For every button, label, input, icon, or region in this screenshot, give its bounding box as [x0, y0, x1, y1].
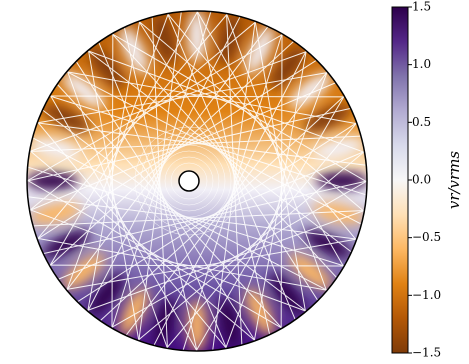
- ray-path: [111, 11, 212, 329]
- ray-path: [27, 107, 351, 182]
- ray-path: [125, 71, 328, 336]
- field-blob: [62, 72, 105, 109]
- field-blob: [88, 46, 125, 89]
- ray-path: [37, 122, 367, 166]
- colorbar: vr/vrms −1.5 −1.0 −0.5 0.0 0.5 1.0 1.5: [391, 0, 463, 360]
- velocity-field: [27, 11, 367, 351]
- ray-path: [66, 71, 362, 225]
- ray-path: [254, 21, 307, 312]
- ray-path: [196, 11, 271, 335]
- ray-path: [226, 13, 328, 292]
- colorbar-tick-label: 0.0: [412, 173, 431, 187]
- ray-path: [167, 13, 296, 320]
- ray-path: [138, 20, 365, 212]
- field-blob: [218, 296, 240, 348]
- disk-outline: [26, 10, 368, 352]
- field-blob: [289, 253, 332, 290]
- colorbar-tick-label: −1.0: [412, 288, 441, 302]
- colorbar-tick-label: 1.5: [412, 0, 431, 14]
- ray-path: [151, 17, 168, 349]
- field-blob: [316, 172, 367, 190]
- field-blob: [62, 253, 105, 290]
- ray-path: [137, 151, 365, 341]
- ray-path: [49, 95, 367, 196]
- colorbar-tick-label: −0.5: [412, 230, 441, 244]
- colorbar-fill: [391, 6, 409, 354]
- field-blob: [27, 172, 78, 190]
- field-blob: [312, 138, 364, 160]
- ray-path: [27, 166, 345, 267]
- ray-envelope: [146, 138, 232, 224]
- ray-path: [99, 95, 345, 322]
- ray-path: [195, 95, 345, 351]
- ray-path: [87, 50, 352, 253]
- ray-path: [66, 13, 169, 291]
- ray-path: [111, 33, 338, 279]
- ray-path: [111, 33, 367, 183]
- ray-path: [49, 11, 199, 267]
- ray-path: [32, 137, 328, 291]
- ray-path: [66, 71, 358, 125]
- ray-path: [36, 13, 228, 240]
- ray-path: [87, 16, 241, 312]
- ray-path: [33, 210, 365, 227]
- ray-path: [253, 50, 307, 342]
- ray-path: [123, 27, 198, 351]
- ray-path: [49, 40, 295, 267]
- ray-path: [225, 71, 328, 349]
- ray-path: [36, 59, 317, 240]
- field-blob: [30, 202, 82, 224]
- ray-path: [138, 11, 182, 341]
- ray-envelope: [158, 150, 220, 212]
- ray-envelope: [134, 126, 244, 236]
- ray-path: [29, 50, 308, 152]
- ray-path: [49, 95, 345, 98]
- ray-path: [166, 122, 358, 349]
- ray-path: [27, 33, 284, 182]
- field-blob: [269, 46, 306, 89]
- field-blob: [88, 273, 125, 316]
- ray-envelope: [140, 132, 238, 230]
- ray-path: [280, 33, 283, 329]
- ray-path: [212, 21, 256, 351]
- field-blob: [188, 11, 206, 62]
- ray-path: [167, 13, 357, 241]
- ray-envelope: [164, 156, 214, 206]
- field-blob: [154, 14, 176, 66]
- field-blob: [289, 72, 332, 109]
- ray-path: [42, 109, 307, 312]
- ray-envelope: [170, 162, 208, 200]
- colorbar-tick-label: 0.5: [412, 115, 431, 129]
- ray-path: [56, 83, 283, 329]
- ray-path: [66, 26, 269, 291]
- ray-path: [43, 180, 367, 255]
- ray-path: [153, 50, 307, 346]
- inner-hole: [178, 170, 200, 192]
- ray-path: [75, 61, 256, 342]
- ray-path: [138, 20, 319, 301]
- ray-path: [29, 82, 336, 211]
- ray-path: [37, 71, 328, 124]
- ray-path: [87, 50, 365, 153]
- ray-path: [29, 21, 257, 211]
- colorbar-tick-label: 1.0: [412, 57, 431, 71]
- field-blob: [269, 273, 306, 316]
- colorbar-tick-label: −1.5: [412, 346, 441, 360]
- colorbar-label: vr/vrms: [445, 151, 463, 210]
- ray-path: [226, 13, 243, 345]
- ray-path: [196, 11, 345, 268]
- ray-path: [27, 196, 357, 240]
- ray-envelope: [152, 144, 226, 218]
- ray-path: [29, 135, 361, 152]
- ray-path: [182, 33, 283, 351]
- field-blob: [188, 300, 206, 351]
- ray-path: [58, 151, 365, 280]
